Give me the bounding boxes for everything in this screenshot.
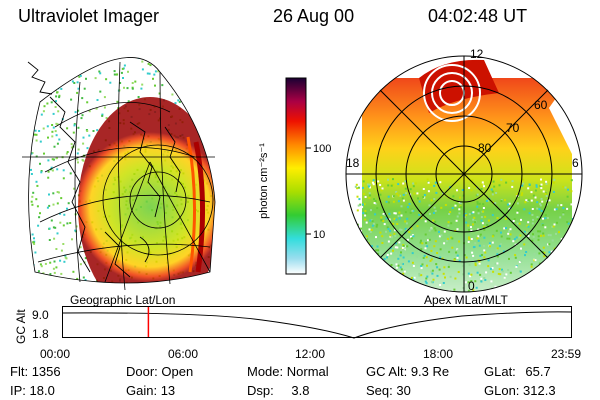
stat-flt: Flt: 1356 <box>10 364 61 379</box>
stat-gain: Gain: 13 <box>126 383 176 398</box>
mlt-label-6: 6 <box>572 156 579 170</box>
mlt-label-18: 18 <box>346 156 360 170</box>
stat-glat: GLat: 65.7 <box>484 364 551 379</box>
colorbar-unit-label: photon cm⁻²s⁻¹ <box>258 143 270 219</box>
timeline-xtick-0600: 06:00 <box>168 347 199 361</box>
timeline-ytick-low: 1.8 <box>32 327 49 341</box>
instrument-title: Ultraviolet Imager <box>18 6 160 26</box>
stat-gcalt: GC Alt: 9.3 Re <box>366 364 450 379</box>
stat-seq: Seq: 30 <box>366 383 411 398</box>
geographic-caption: Geographic Lat/Lon <box>70 293 176 307</box>
timeline-xtick-1200: 12:00 <box>295 347 326 361</box>
stat-dsp: Dsp: 3.8 <box>247 383 310 398</box>
stat-glon: GLon: 312.3 <box>484 383 556 398</box>
mlat-label-60: 60 <box>534 98 548 112</box>
timeline-xtick-0000: 00:00 <box>40 347 71 361</box>
timeline-xtick-2359: 23:59 <box>551 347 582 361</box>
timeline-axis-label: GC Alt <box>14 309 28 344</box>
colorbar-scale <box>285 77 307 275</box>
timeline-xtick-1800: 18:00 <box>423 347 454 361</box>
apex-caption: Apex MLat/MLT <box>424 293 508 307</box>
stat-door: Door: Open <box>126 364 194 379</box>
orbit-altitude-timeline <box>62 306 573 339</box>
mlt-label-12: 12 <box>470 47 484 61</box>
date-label: 26 Aug 00 <box>273 6 355 26</box>
time-label: 04:02:48 UT <box>428 6 528 26</box>
timeline-ytick-high: 9.0 <box>32 308 49 322</box>
mlt-label-0: 0 <box>468 279 475 293</box>
stat-mode: Mode: Normal <box>247 364 329 379</box>
mlat-label-70: 70 <box>506 121 520 135</box>
colorbar-tick-10: 10 <box>313 229 325 241</box>
geographic-image-panel <box>22 57 216 291</box>
stat-ip: IP: 18.0 <box>10 383 55 398</box>
colorbar: photon cm⁻²s⁻¹ 100 10 <box>258 77 331 275</box>
polar-image-panel: 60 70 80 12 18 6 0 <box>345 47 583 293</box>
colorbar-tick-100: 100 <box>313 143 331 155</box>
mlat-label-80: 80 <box>478 141 492 155</box>
